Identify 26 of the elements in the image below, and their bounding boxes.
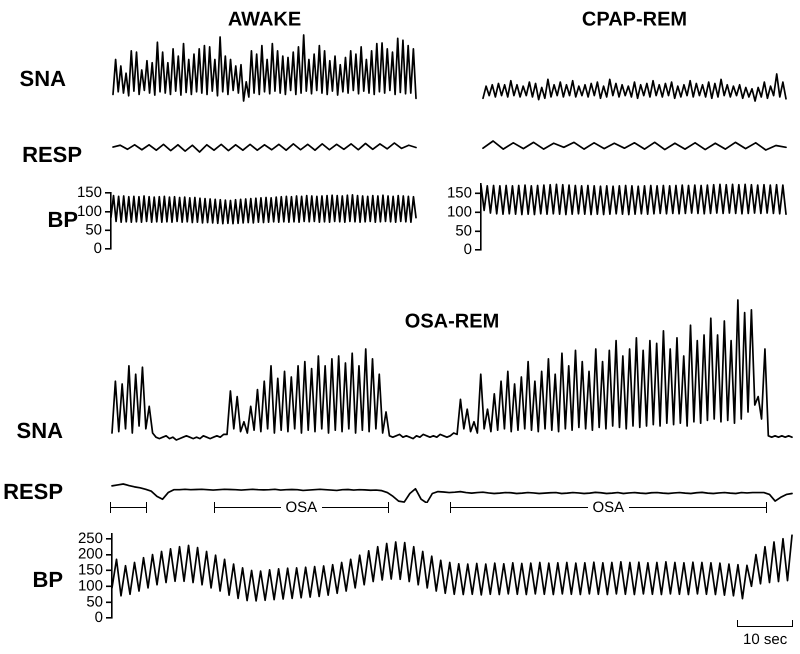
y-axis-title: BP bbox=[32, 567, 63, 592]
y-tick-label: 250 bbox=[78, 530, 103, 547]
y-tick-label: 100 bbox=[446, 203, 472, 220]
y-axis-title: SNA bbox=[20, 66, 66, 92]
y-tick-label: 150 bbox=[446, 184, 472, 202]
y-tick-label: 50 bbox=[86, 593, 103, 610]
y-tick-label: 50 bbox=[85, 221, 102, 238]
y-axis-title: BP bbox=[47, 207, 78, 232]
y-tick-label: 50 bbox=[455, 222, 472, 240]
y-tick-label: 150 bbox=[78, 562, 103, 579]
y-tick-label: 0 bbox=[464, 241, 472, 258]
y-axis-title: SNA bbox=[16, 418, 64, 444]
y-axis-title: RESP bbox=[22, 142, 82, 168]
annotation: OSA bbox=[280, 499, 322, 516]
chart-title: CPAP-REM bbox=[582, 8, 688, 31]
y-tick-label: 0 bbox=[94, 240, 102, 258]
y-tick-label: 150 bbox=[76, 184, 102, 202]
y-tick-label: 100 bbox=[76, 202, 102, 220]
text: 10 sec bbox=[738, 631, 792, 648]
annotation: OSA bbox=[588, 499, 630, 516]
y-tick-label: 100 bbox=[78, 577, 103, 594]
text: OSA-REM bbox=[404, 310, 500, 333]
chart-title: AWAKE bbox=[228, 8, 302, 31]
y-axis-title: RESP bbox=[3, 479, 63, 504]
y-tick-label: 0 bbox=[94, 609, 103, 626]
y-tick-label: 200 bbox=[78, 546, 103, 563]
